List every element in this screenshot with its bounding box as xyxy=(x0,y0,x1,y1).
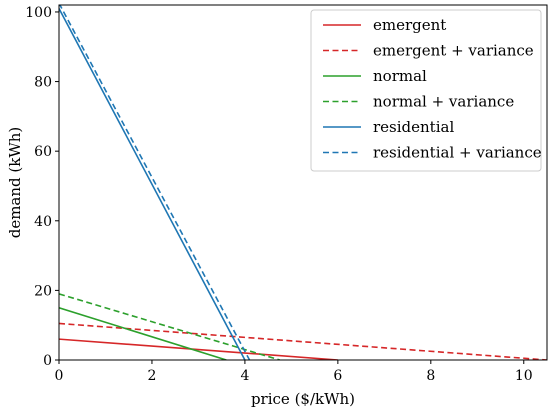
plot-frame xyxy=(58,4,548,361)
legend-label: normal + variance xyxy=(373,93,514,111)
x-tick-label: 2 xyxy=(147,368,156,384)
x-axis-ticks: 0 2 4 6 8 10 xyxy=(55,360,533,384)
series-line-residential-variance xyxy=(59,5,251,360)
y-tick-label: 60 xyxy=(34,144,52,160)
y-tick-label: 40 xyxy=(34,214,52,230)
legend-label: residential + variance xyxy=(373,144,542,162)
y-tick-label: 80 xyxy=(34,75,52,91)
x-tick-label: 0 xyxy=(55,368,64,384)
legend-label: emergent + variance xyxy=(373,42,534,60)
series-line-normal xyxy=(59,307,227,360)
y-axis-label: demand (kWh) xyxy=(6,127,24,239)
legend-label: residential xyxy=(373,118,454,136)
y-tick-label: 0 xyxy=(43,353,52,369)
series-lines-group xyxy=(59,5,547,360)
x-tick-label: 6 xyxy=(333,368,342,384)
legend: emergent emergent + variance normal normal … xyxy=(310,9,542,172)
legend-label: normal xyxy=(373,67,427,85)
series-line-emergent xyxy=(59,338,338,360)
series-line-emergent-variance xyxy=(59,322,547,360)
x-tick-label: 4 xyxy=(240,368,249,384)
y-tick-label: 20 xyxy=(34,283,52,299)
series-line-normal-variance xyxy=(59,293,280,360)
x-tick-label: 10 xyxy=(515,368,533,384)
legend-box xyxy=(310,9,542,172)
series-line-residential xyxy=(59,8,246,360)
y-axis-ticks: 0 20 40 60 80 100 xyxy=(25,5,59,369)
x-axis-label: price ($/kWh) xyxy=(251,390,355,408)
x-tick-label: 8 xyxy=(426,368,435,384)
y-tick-label: 100 xyxy=(25,5,52,21)
legend-label: emergent xyxy=(373,16,446,34)
